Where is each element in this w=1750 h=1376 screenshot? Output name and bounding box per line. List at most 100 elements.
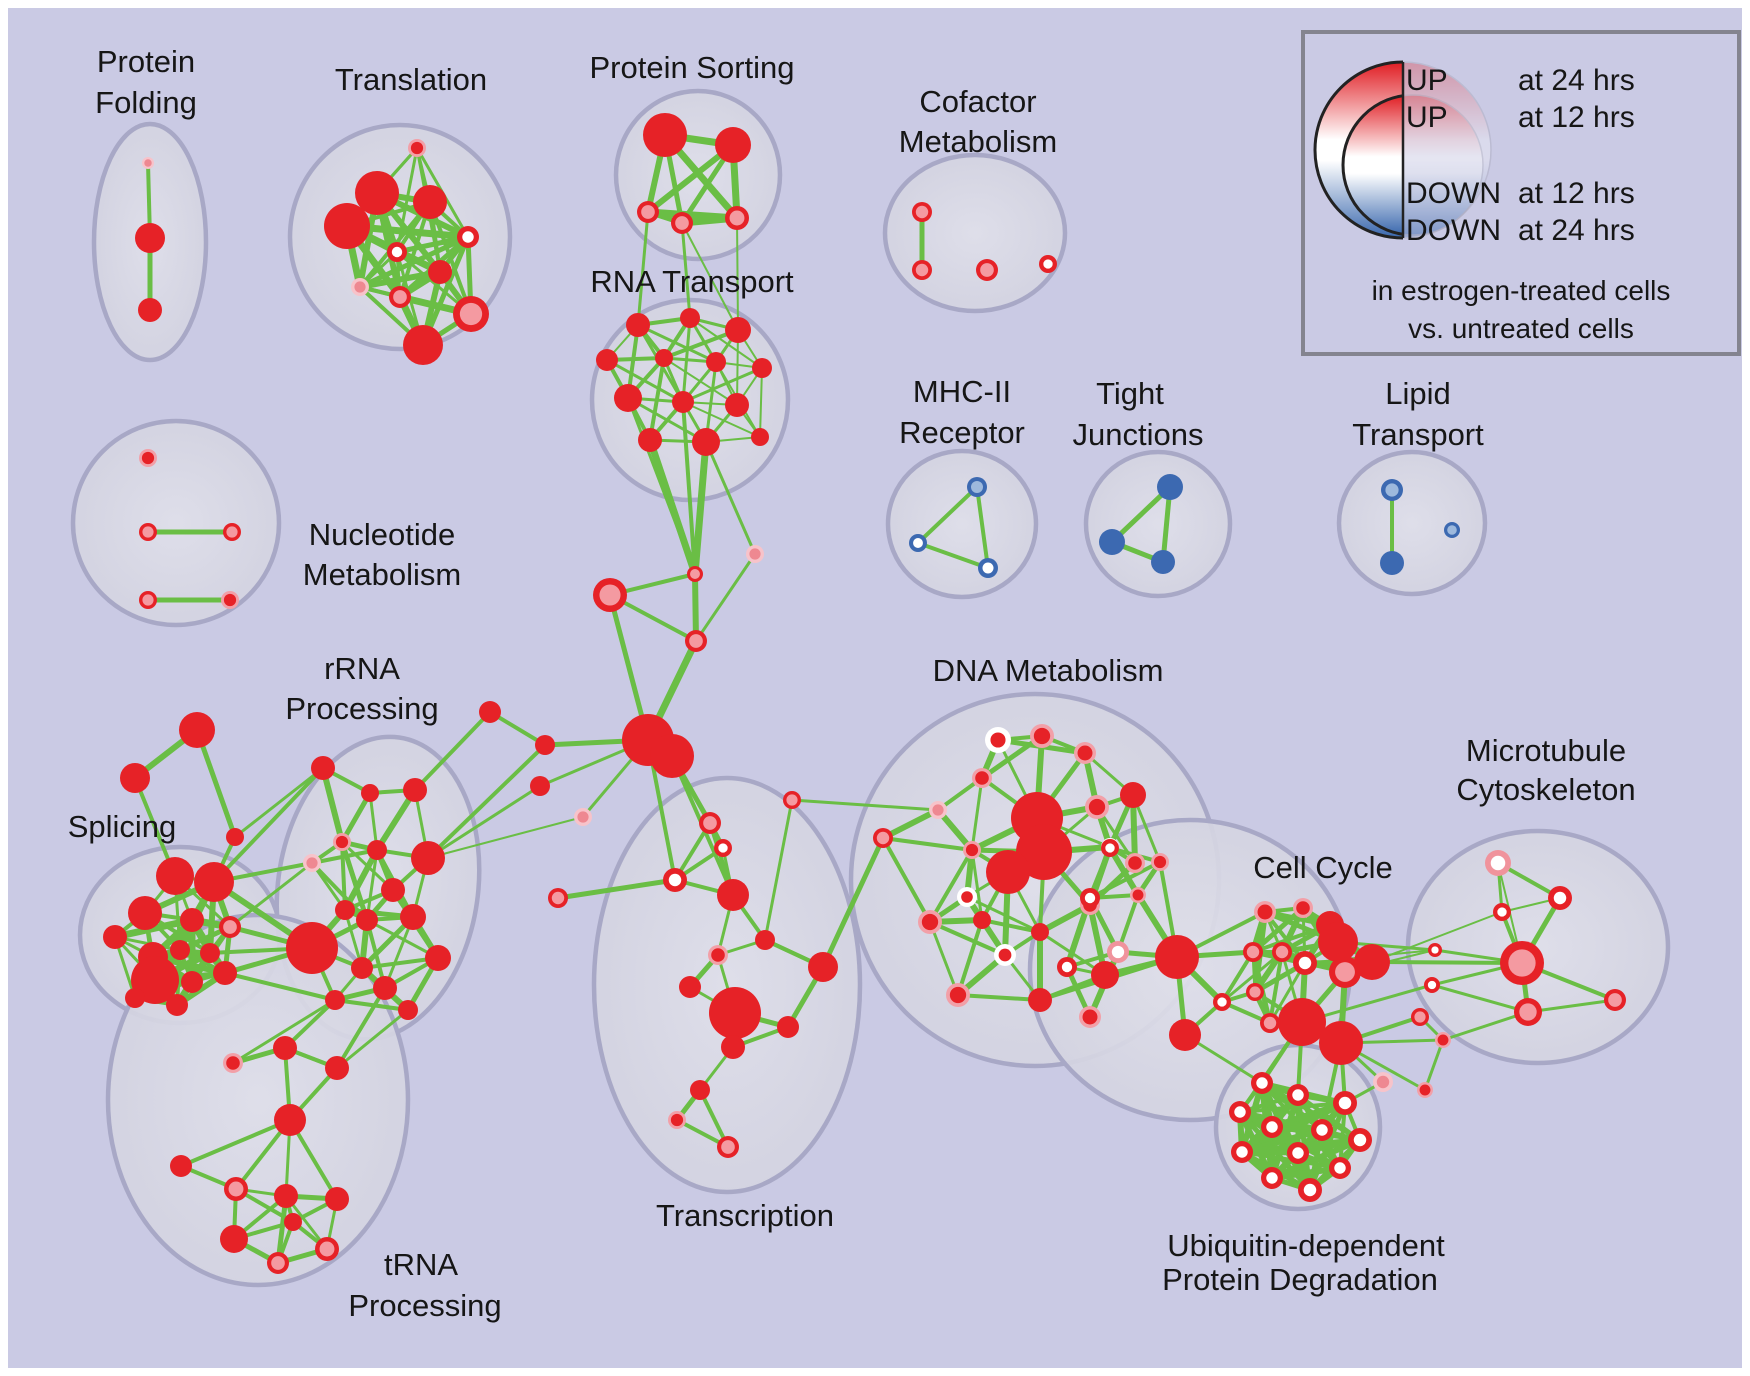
network-node (411, 841, 445, 875)
network-node (1120, 782, 1146, 808)
network-node-center (749, 548, 761, 560)
network-node-center (462, 231, 474, 243)
network-node (138, 298, 162, 322)
cluster-label-cell-cycle: Cell Cycle (1253, 850, 1393, 885)
network-node-center (1033, 727, 1051, 745)
network-edge (692, 571, 699, 644)
network-node (325, 1056, 349, 1080)
network-edge (645, 142, 736, 215)
network-node-center (876, 831, 890, 845)
network-edge (916, 541, 990, 570)
network-node (1319, 1021, 1363, 1065)
network-node-center (142, 526, 154, 538)
network-node (986, 850, 1030, 894)
network-node-center (982, 562, 994, 574)
network-node (690, 1080, 710, 1100)
network-edge (1370, 960, 1524, 965)
network-node-center (141, 451, 155, 465)
network-edge (956, 918, 984, 997)
network-node (170, 1155, 192, 1177)
network-node (274, 1184, 298, 1208)
network-node-center (990, 732, 1006, 748)
network-node (973, 911, 991, 929)
network-node (428, 260, 452, 284)
network-node-center (223, 920, 237, 934)
legend-time-2: at 12 hrs (1518, 177, 1635, 210)
cluster-label-rrna-processing: Processing (285, 691, 438, 726)
cluster-label-ubiquitin-degradation: Protein Degradation (1162, 1262, 1438, 1297)
network-edge (1423, 1038, 1445, 1092)
legend-caption-line-1: vs. untreated cells (1408, 313, 1634, 344)
network-node-center (668, 873, 682, 887)
network-edge (970, 848, 984, 922)
cluster-ellipse-cofactor-metabolism (882, 152, 1068, 314)
network-node-center (932, 804, 944, 816)
network-node-center (1334, 1162, 1346, 1174)
network-node (356, 909, 378, 931)
network-node (596, 349, 618, 371)
network-edge (413, 710, 492, 792)
network-node (413, 185, 447, 219)
network-node (808, 952, 838, 982)
network-node (381, 878, 405, 902)
network-node-center (1084, 892, 1096, 904)
network-node-center (226, 1056, 240, 1070)
network-node-center (1338, 1096, 1352, 1110)
network-edge (335, 1008, 410, 1070)
cluster-label-tight-junctions: Junctions (1073, 417, 1204, 452)
network-edge (681, 400, 697, 576)
network-node (725, 393, 749, 417)
network-node (403, 778, 427, 802)
network-edge (335, 986, 387, 1070)
network-node-center (689, 634, 703, 648)
network-edge (636, 210, 650, 327)
network-edge (228, 861, 314, 929)
network-edge (212, 766, 325, 884)
network-edge (1107, 845, 1141, 898)
network-node-center (306, 857, 318, 869)
network-edge (636, 323, 718, 364)
network-node (166, 994, 188, 1016)
network-node-center (961, 891, 973, 903)
network-edge (694, 552, 757, 643)
network-node (361, 784, 379, 802)
network-edge (1441, 1010, 1530, 1042)
network-node-center (1385, 483, 1399, 497)
network-node-center (1508, 949, 1536, 977)
network-node-center (1153, 855, 1167, 869)
network-node (351, 957, 373, 979)
network-node (181, 971, 203, 993)
legend-time-3: at 24 hrs (1518, 214, 1635, 247)
network-node (120, 763, 150, 793)
network-node (200, 943, 220, 963)
network-node-center (1296, 901, 1310, 915)
network-node-center (641, 205, 655, 219)
network-edge (928, 848, 974, 924)
network-node-center (1275, 945, 1289, 959)
network-edge (681, 222, 739, 331)
network-node-center (393, 290, 407, 304)
cluster-label-rrna-processing: rRNA (324, 651, 400, 686)
network-node-center (1553, 891, 1567, 905)
network-edge (365, 918, 440, 960)
cluster-label-tight-junctions: Tight (1096, 376, 1164, 411)
cluster-label-microtubule-cytoskeleton: Cytoskeleton (1456, 772, 1635, 807)
network-node-center (354, 281, 366, 293)
network-node-center (1266, 1172, 1278, 1184)
network-node (180, 908, 204, 932)
network-node (1151, 550, 1175, 574)
network-node (125, 988, 145, 1008)
network-node-center (271, 1256, 285, 1270)
network-node-center (1490, 855, 1506, 871)
network-node-center (223, 593, 237, 607)
network-node (284, 1213, 302, 1231)
network-edge (736, 217, 739, 331)
network-edge (956, 993, 1042, 1002)
network-edge (1088, 860, 1162, 900)
network-node (1031, 923, 1049, 941)
network-node (194, 862, 234, 902)
network-node-center (391, 246, 403, 258)
cluster-ellipse-microtubule-cytoskeleton (1405, 828, 1671, 1066)
network-edge (928, 920, 960, 997)
network-edge (970, 776, 984, 852)
